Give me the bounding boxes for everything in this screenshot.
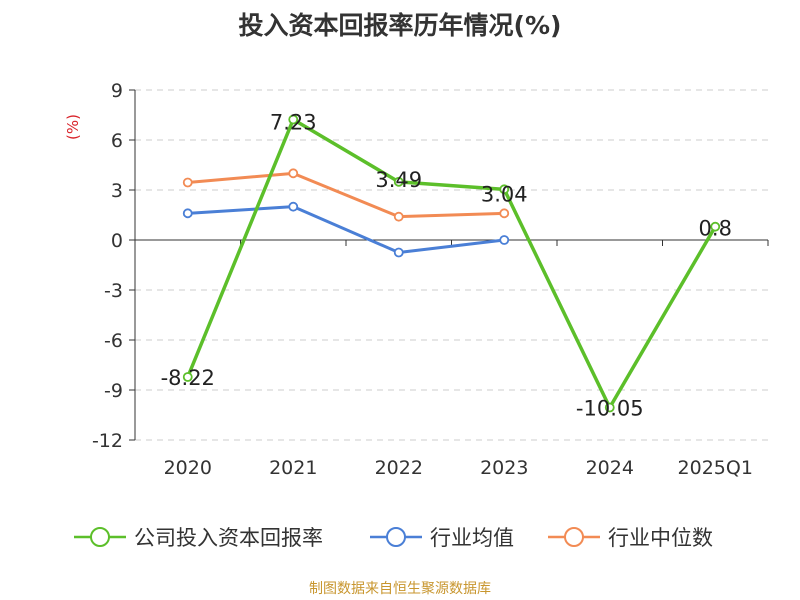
legend-marker	[386, 527, 406, 547]
legend-label: 公司投入资本回报率	[134, 526, 323, 550]
legend-label: 行业中位数	[608, 526, 713, 550]
legend-marker	[90, 527, 110, 547]
series-line	[186, 117, 717, 410]
y-tick-label: -12	[92, 430, 123, 452]
data-label: -8.22	[161, 366, 215, 390]
data-point	[182, 208, 193, 219]
data-label: 7.23	[270, 111, 317, 135]
data-point	[499, 235, 510, 245]
x-tick-label: 2020	[164, 457, 212, 479]
source-note: 制图数据来自恒生聚源数据库	[309, 581, 491, 597]
x-tick-label: 2021	[269, 457, 317, 479]
data-point	[288, 114, 299, 125]
y-axis-label: (%)	[64, 114, 82, 140]
data-point	[499, 208, 510, 219]
y-tick-label: -3	[104, 280, 123, 302]
x-tick-label: 2024	[586, 457, 634, 479]
data-point	[182, 177, 193, 188]
data-label: 3.49	[375, 168, 422, 192]
data-point	[710, 221, 721, 232]
data-point	[393, 176, 404, 187]
y-tick-label: 6	[111, 130, 123, 152]
y-tick-label: 0	[111, 230, 123, 252]
data-point	[393, 247, 404, 258]
legend-marker	[564, 527, 584, 547]
x-tick-label: 2025Q1	[678, 457, 753, 479]
y-tick-label: -9	[104, 380, 123, 402]
data-point	[393, 211, 404, 222]
chart-title: 投入资本回报率历年情况(%)	[238, 11, 562, 40]
data-point	[499, 184, 510, 195]
data-label: 3.04	[481, 182, 528, 206]
data-point	[604, 402, 615, 413]
x-tick-label: 2023	[480, 457, 528, 479]
data-label: 0.8	[699, 217, 732, 241]
series-line	[187, 171, 505, 219]
y-tick-label: -6	[104, 330, 123, 352]
y-tick-label: 3	[111, 180, 123, 202]
data-point	[288, 168, 299, 179]
series-line	[187, 205, 505, 254]
y-tick-label: 9	[111, 80, 123, 102]
legend-label: 行业均值	[430, 526, 514, 550]
data-point	[182, 372, 193, 382]
data-point	[288, 201, 299, 212]
data-label: -10.05	[576, 397, 644, 421]
x-tick-label: 2022	[375, 457, 423, 479]
